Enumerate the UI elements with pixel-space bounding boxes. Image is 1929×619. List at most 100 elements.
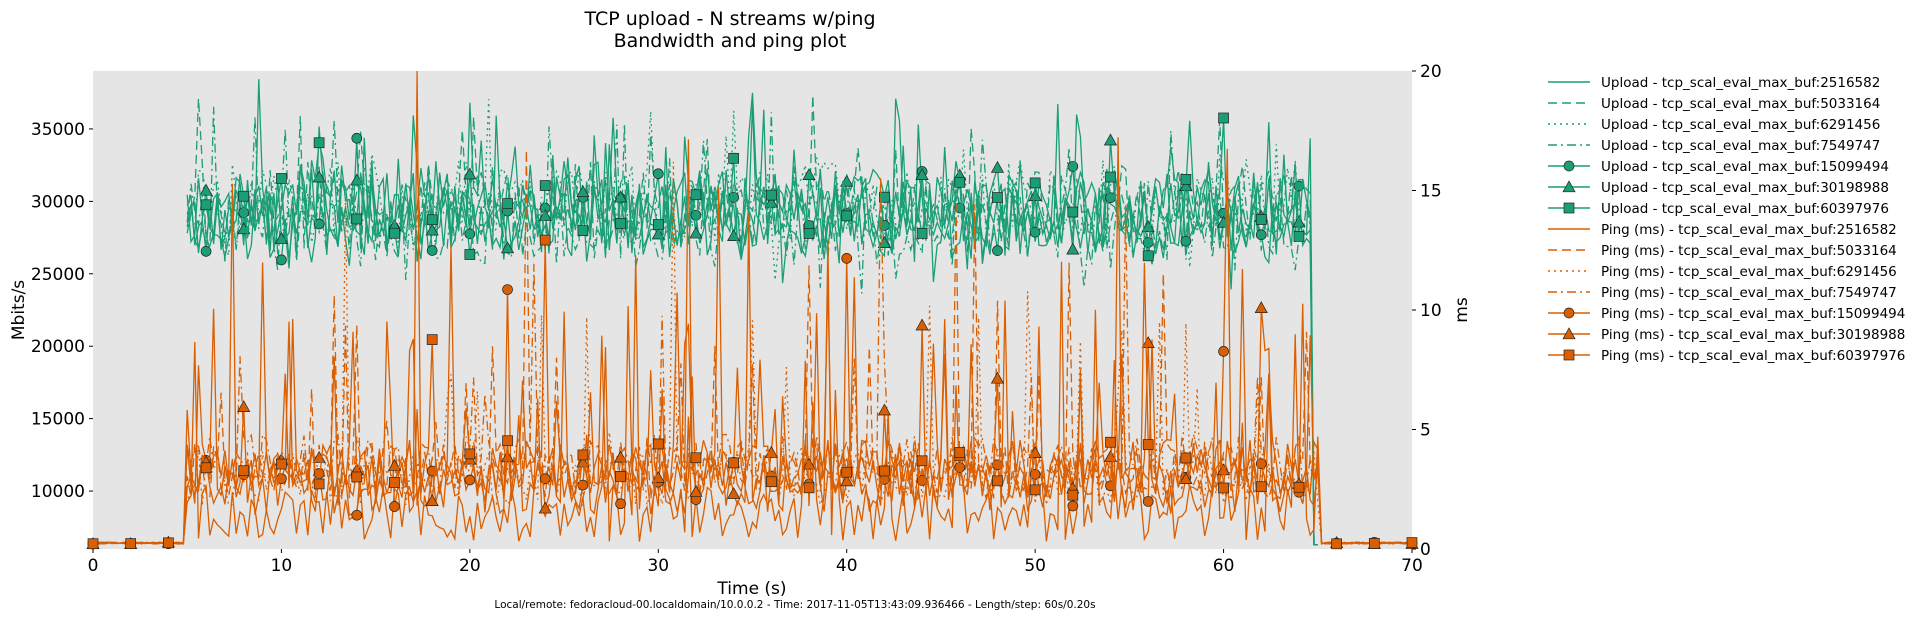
series-line: [92, 161, 1413, 545]
y-tick-label: 35000: [31, 120, 85, 140]
data-point-triangle: [1141, 220, 1155, 233]
data-point-triangle: [915, 168, 929, 180]
x-tick-label: 50: [1024, 556, 1046, 576]
x-tick-label: 20: [459, 556, 481, 576]
data-point-square: [652, 438, 664, 450]
data-point-square: [1142, 250, 1154, 262]
y-tick-label: 15000: [31, 410, 85, 430]
data-point-square: [1067, 206, 1079, 218]
axes-layer: 0 10 20 30 40 50 60 701000015000200002500030000…: [31, 62, 1442, 576]
x-tick-label: 40: [836, 556, 858, 576]
data-point-square: [539, 234, 551, 246]
data-point-triangle: [1066, 242, 1080, 255]
data-point-square: [1180, 173, 1192, 185]
data-point-triangle: [727, 486, 741, 499]
legend-label: Upload - tcp_scal_eval_max_buf:2516582: [1601, 75, 1880, 91]
data-point-square: [879, 465, 890, 477]
series-line: [92, 70, 1413, 545]
data-point-triangle: [802, 457, 816, 470]
data-point-square: [238, 190, 250, 202]
data-point-circle: [1563, 307, 1575, 319]
legend-label: Ping (ms) - tcp_scal_eval_max_buf:603979…: [1601, 348, 1905, 364]
y-axis-label: Mbits/s: [9, 280, 29, 340]
data-point-circle: [351, 132, 363, 144]
data-point-square: [803, 228, 815, 239]
y2-tick-label: 5: [1420, 421, 1431, 441]
data-point-triangle: [576, 455, 590, 468]
y2-axis-label: ms: [1452, 297, 1472, 323]
data-point-square: [1255, 481, 1267, 493]
data-point-square: [577, 449, 589, 461]
series-ping-7: [92, 240, 1413, 545]
legend-label: Ping (ms) - tcp_scal_eval_max_buf:150994…: [1601, 306, 1905, 322]
data-point-triangle: [274, 232, 289, 244]
legend-label: Upload - tcp_scal_eval_max_buf:30198988: [1601, 180, 1889, 196]
data-point-circle: [1218, 346, 1229, 357]
series-line: [186, 99, 1318, 546]
x-tick-label: 10: [271, 556, 293, 576]
data-point-triangle: [237, 400, 251, 412]
legend-label: Ping (ms) - tcp_scal_eval_max_buf:251658…: [1601, 222, 1897, 238]
data-point-square: [426, 334, 438, 345]
data-point-triangle: [1179, 472, 1193, 484]
data-point-square: [728, 152, 740, 164]
x-tick-label: 30: [647, 556, 669, 576]
data-point-triangle: [1562, 327, 1576, 340]
data-point-triangle: [1141, 336, 1155, 349]
data-point-square: [879, 191, 890, 203]
data-point-square: [1218, 482, 1229, 494]
data-point-circle: [1255, 229, 1267, 241]
legend-entry: Ping (ms) - tcp_scal_eval_max_buf:603979…: [1548, 348, 1905, 364]
data-point-square: [389, 477, 400, 488]
data-point-square: [765, 476, 777, 488]
data-point-circle: [1142, 496, 1154, 507]
data-point-circle: [313, 218, 325, 230]
data-point-square: [954, 176, 966, 188]
x-tick-label: 0: [88, 556, 99, 576]
data-point-square: [841, 210, 853, 222]
data-point-circle: [502, 284, 513, 295]
data-point-triangle: [425, 223, 439, 236]
data-point-square: [916, 228, 928, 239]
data-point-square: [351, 471, 363, 483]
legend: Upload - tcp_scal_eval_max_buf:2516582 Up…: [1548, 75, 1905, 364]
data-point-triangle: [689, 484, 703, 497]
data-point-triangle: [463, 167, 477, 180]
data-point-square: [313, 137, 325, 149]
legend-entry: Upload - tcp_scal_eval_max_buf:15099494: [1548, 159, 1889, 175]
data-point-circle: [1180, 235, 1192, 247]
data-point-square: [728, 457, 740, 469]
data-point-square: [1029, 484, 1041, 496]
y-tick-label: 25000: [31, 265, 85, 285]
data-point-square: [992, 192, 1003, 203]
data-point-circle: [276, 254, 287, 266]
data-point-circle: [200, 245, 212, 257]
data-point-square: [125, 538, 137, 549]
data-point-square: [992, 475, 1003, 487]
data-point-square: [502, 198, 513, 209]
legend-entry: Upload - tcp_scal_eval_max_buf:2516582: [1548, 75, 1880, 91]
series-line: [92, 148, 1413, 545]
data-point-square: [615, 218, 626, 229]
data-point-square: [690, 452, 702, 464]
data-point-square: [1255, 214, 1267, 225]
data-point-circle: [615, 498, 626, 510]
data-point-triangle: [199, 183, 213, 196]
legend-entry: Ping (ms) - tcp_scal_eval_max_buf:629145…: [1548, 264, 1897, 280]
y2-tick-label: 20: [1420, 62, 1442, 82]
data-point-square: [276, 458, 287, 470]
data-point-square: [803, 482, 815, 494]
series-upload-6: [186, 92, 1318, 546]
legend-label: Upload - tcp_scal_eval_max_buf:5033164: [1601, 96, 1880, 112]
data-point-triangle: [425, 494, 439, 506]
data-point-circle: [652, 168, 664, 180]
legend-label: Ping (ms) - tcp_scal_eval_max_buf:629145…: [1601, 264, 1897, 280]
data-point-square: [87, 538, 99, 550]
data-point-square: [1406, 537, 1418, 548]
data-point-square: [652, 219, 664, 230]
data-point-triangle: [915, 318, 929, 331]
data-point-square: [1368, 538, 1380, 549]
y-tick-label: 30000: [31, 192, 85, 212]
legend-entry: Ping (ms) - tcp_scal_eval_max_buf:503316…: [1548, 243, 1897, 259]
